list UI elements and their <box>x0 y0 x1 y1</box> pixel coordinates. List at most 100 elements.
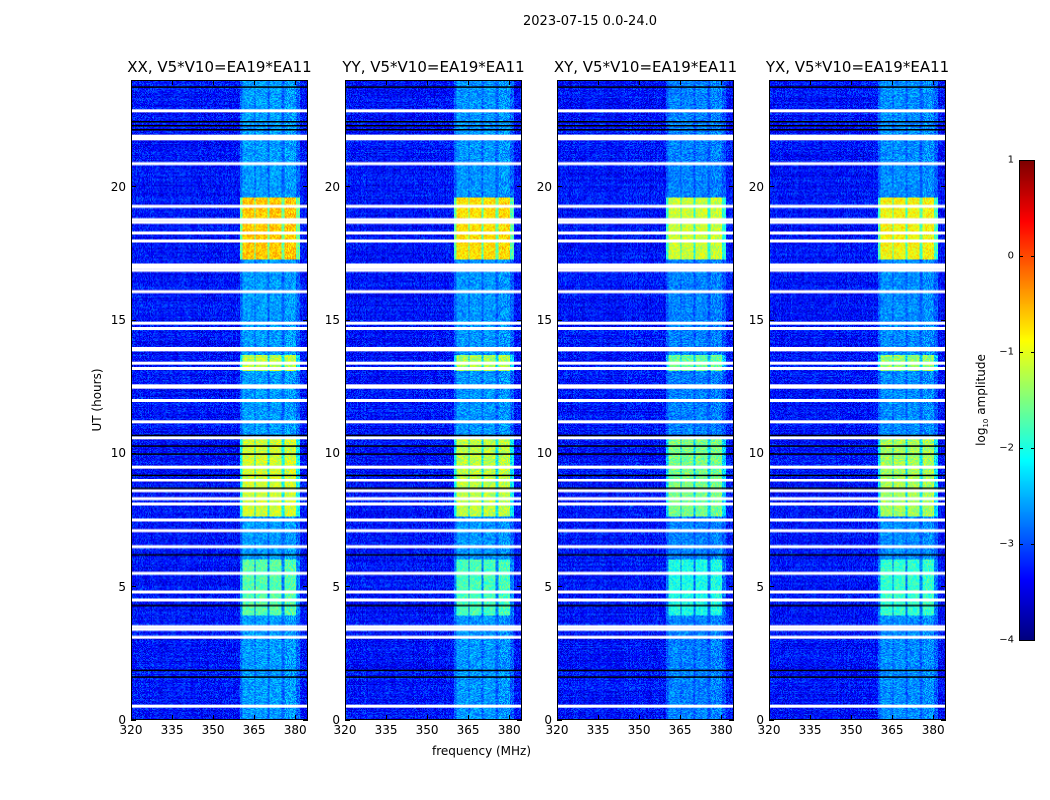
y-tick-mark <box>729 319 734 321</box>
x-tick-mark <box>171 715 173 720</box>
x-tick-mark <box>932 80 934 85</box>
x-tick-label: 350 <box>627 723 651 737</box>
y-tick-label: 0 <box>118 713 126 727</box>
x-tick-mark <box>467 80 469 85</box>
y-tick-label: 20 <box>110 179 126 194</box>
x-tick-mark <box>720 80 722 85</box>
x-tick-mark <box>344 80 346 85</box>
y-tick-label: 10 <box>748 446 764 461</box>
y-tick-mark <box>345 319 350 321</box>
spectrogram-panel <box>131 80 308 720</box>
x-tick-mark <box>679 715 681 720</box>
x-tick-label: 380 <box>497 723 521 737</box>
x-tick-mark <box>597 715 599 720</box>
x-tick-mark <box>508 715 510 720</box>
colorbar-tick-label: −1 <box>999 346 1014 358</box>
x-tick-mark <box>850 715 852 720</box>
panel-title: XX, V5*V10=EA19*EA11 <box>127 58 312 76</box>
y-tick-mark <box>941 586 946 588</box>
y-tick-mark <box>941 186 946 188</box>
x-tick-mark <box>426 80 428 85</box>
y-tick-mark <box>769 452 774 454</box>
colorbar-label-sub: 10 <box>982 418 991 428</box>
colorbar-tick-mark <box>1019 543 1023 545</box>
y-tick-mark <box>517 719 522 721</box>
x-tick-mark <box>508 80 510 85</box>
y-tick-label: 10 <box>324 446 340 461</box>
x-tick-mark <box>467 715 469 720</box>
x-tick-label: 320 <box>545 723 569 737</box>
y-tick-mark <box>303 452 308 454</box>
colorbar-tick-label: −3 <box>999 538 1014 550</box>
y-tick-mark <box>517 452 522 454</box>
x-tick-mark <box>891 715 893 720</box>
y-tick-mark <box>729 586 734 588</box>
y-tick-label: 0 <box>332 713 340 727</box>
x-tick-mark <box>638 80 640 85</box>
figure-title: 2023-07-15 0.0-24.0 <box>523 14 657 29</box>
x-tick-mark <box>253 80 255 85</box>
x-tick-label: 365 <box>880 723 904 737</box>
x-tick-label: 350 <box>415 723 439 737</box>
x-tick-mark <box>768 80 770 85</box>
colorbar <box>1019 160 1035 641</box>
colorbar-tick-mark <box>1031 543 1035 545</box>
x-tick-mark <box>212 715 214 720</box>
y-tick-mark <box>769 319 774 321</box>
y-tick-mark <box>303 719 308 721</box>
panel-title: XY, V5*V10=EA19*EA11 <box>553 58 738 76</box>
spectrogram-panel <box>345 80 522 720</box>
colorbar-tick-mark <box>1031 639 1035 641</box>
panel-title: YY, V5*V10=EA19*EA11 <box>342 58 525 76</box>
y-tick-mark <box>345 452 350 454</box>
y-tick-mark <box>941 719 946 721</box>
y-tick-label: 20 <box>324 179 340 194</box>
x-tick-label: 380 <box>283 723 307 737</box>
colorbar-tick-mark <box>1031 447 1035 449</box>
colorbar-tick-mark <box>1019 159 1023 161</box>
spectrogram-panel <box>769 80 946 720</box>
y-tick-mark <box>729 719 734 721</box>
y-tick-mark <box>557 186 562 188</box>
y-tick-mark <box>941 319 946 321</box>
panel-title: YX, V5*V10=EA19*EA11 <box>765 58 950 76</box>
y-tick-mark <box>769 186 774 188</box>
x-tick-mark <box>130 715 132 720</box>
y-tick-mark <box>769 719 774 721</box>
spectrogram-heatmap <box>132 81 307 719</box>
colorbar-tick-label: 1 <box>1007 154 1014 166</box>
x-tick-mark <box>426 715 428 720</box>
y-tick-label: 5 <box>544 579 552 594</box>
x-tick-label: 380 <box>921 723 945 737</box>
x-axis-label: frequency (MHz) <box>432 744 532 758</box>
x-tick-mark <box>212 80 214 85</box>
y-tick-mark <box>517 586 522 588</box>
y-tick-mark <box>769 586 774 588</box>
x-tick-label: 320 <box>757 723 781 737</box>
x-tick-mark <box>809 715 811 720</box>
y-tick-mark <box>517 186 522 188</box>
colorbar-label: log10 amplitude <box>974 354 990 446</box>
y-tick-mark <box>131 319 136 321</box>
y-tick-mark <box>345 586 350 588</box>
x-tick-mark <box>171 80 173 85</box>
x-tick-mark <box>344 715 346 720</box>
y-tick-mark <box>131 719 136 721</box>
colorbar-tick-mark <box>1019 255 1023 257</box>
x-tick-label: 335 <box>160 723 184 737</box>
spectrogram-heatmap <box>770 81 945 719</box>
y-tick-mark <box>131 452 136 454</box>
spectrogram-heatmap <box>346 81 521 719</box>
x-tick-mark <box>556 715 558 720</box>
colorbar-tick-mark <box>1019 639 1023 641</box>
y-tick-mark <box>345 719 350 721</box>
x-tick-label: 365 <box>668 723 692 737</box>
x-tick-mark <box>679 80 681 85</box>
y-tick-mark <box>941 452 946 454</box>
x-tick-label: 320 <box>333 723 357 737</box>
y-tick-mark <box>557 319 562 321</box>
colorbar-gradient <box>1020 161 1034 640</box>
colorbar-tick-mark <box>1031 159 1035 161</box>
x-tick-mark <box>932 715 934 720</box>
y-tick-label: 15 <box>110 313 126 327</box>
